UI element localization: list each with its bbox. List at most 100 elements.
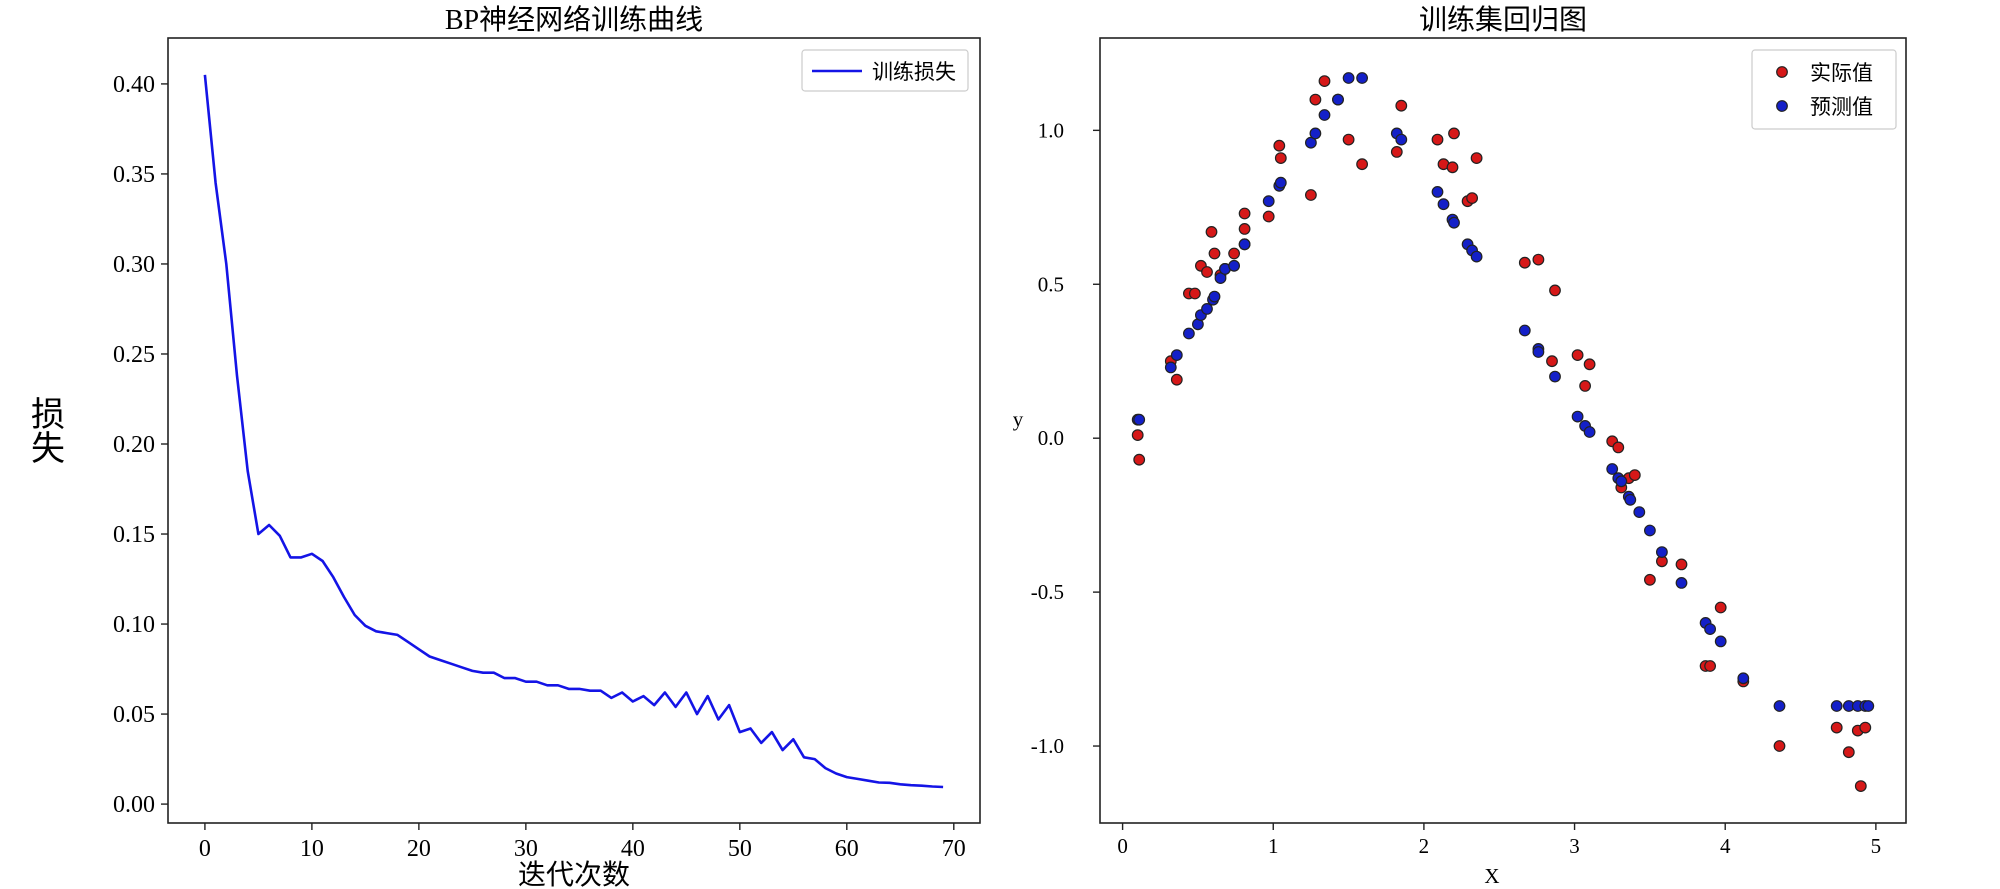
predicted-point: [1228, 259, 1240, 272]
actual-point: [1170, 373, 1183, 386]
actual-point: [1205, 225, 1218, 238]
predicted-point: [1332, 93, 1344, 106]
actual-point: [1854, 780, 1867, 792]
y-tick-label: 0.40: [113, 72, 155, 98]
predicted-point: [1208, 290, 1221, 303]
actual-point: [1628, 469, 1641, 482]
x-tick-label: 2: [1419, 834, 1430, 858]
predicted-point: [1164, 361, 1177, 374]
legend-marker: [1776, 100, 1788, 112]
actual-point: [1643, 573, 1656, 586]
actual-point: [1390, 145, 1403, 158]
predicted-point: [1532, 346, 1545, 358]
x-tick-label: 20: [407, 836, 431, 862]
actual-point: [1714, 601, 1727, 614]
predicted-point: [1201, 303, 1213, 315]
x-tick-label: 10: [300, 836, 324, 862]
legend-label: 实际值: [1810, 61, 1873, 85]
legend-box: [801, 49, 969, 92]
actual-point: [1342, 133, 1355, 146]
actual-point: [1675, 558, 1688, 571]
x-tick-label: 40: [621, 836, 645, 862]
predicted-point: [1304, 136, 1317, 149]
legend: 训练损失: [801, 49, 969, 92]
predicted-point: [1737, 672, 1750, 685]
actual-point: [1395, 99, 1408, 112]
y-tick-label: 0.25: [113, 342, 155, 368]
actual-point: [1188, 287, 1201, 300]
predicted-point: [1518, 324, 1531, 337]
predicted-point: [1655, 546, 1668, 558]
y-tick-label: 0.35: [113, 162, 155, 188]
y-tick-label: 0.00: [113, 792, 155, 818]
y-tick-label: 0.30: [113, 252, 155, 278]
y-tick-label: 0.20: [113, 432, 155, 458]
loss-series-line: [203, 74, 944, 789]
actual-point: [1470, 152, 1483, 165]
actual-point: [1273, 139, 1286, 152]
actual-point: [1579, 380, 1591, 392]
x-tick-label: 60: [835, 836, 859, 862]
loss-plot-frame: [167, 37, 981, 824]
predicted-point: [1704, 623, 1716, 635]
actual-point: [1356, 158, 1368, 171]
predicted-point: [1214, 272, 1227, 285]
predicted-point: [1342, 72, 1355, 84]
predicted-point: [1714, 635, 1727, 648]
predicted-point: [1170, 349, 1183, 362]
y-tick-label: 1.0: [1038, 118, 1064, 142]
x-tick-label: 70: [942, 836, 966, 862]
actual-point: [1309, 93, 1322, 106]
actual-point: [1448, 127, 1460, 140]
predicted-point: [1238, 238, 1251, 251]
predicted-point: [1773, 700, 1786, 712]
predicted-point: [1830, 700, 1843, 712]
loss-chart: 0 10 20 30 40 50 60 70 0.00 0.05 0.10 0.15 0.20 0.25 0…: [26, 4, 981, 889]
actual-point: [1773, 740, 1786, 752]
actual-point: [1133, 453, 1146, 466]
x-tick-label: 0: [199, 836, 211, 862]
actual-point: [1262, 210, 1275, 223]
y-tick-label: 0.0: [1038, 426, 1064, 450]
x-tick-label: 50: [728, 836, 752, 862]
actual-point: [1518, 256, 1531, 269]
predicted-point: [1615, 475, 1628, 488]
predicted-point: [1643, 524, 1656, 537]
regression-plot-frame: [1099, 37, 1907, 824]
actual-point: [1704, 660, 1716, 672]
actual-point: [1446, 161, 1459, 174]
legend-box: [1751, 49, 1897, 130]
x-axis-label: X: [1484, 864, 1499, 888]
actual-point: [1830, 721, 1843, 734]
predicted-point: [1318, 109, 1331, 121]
predicted-point: [1862, 700, 1875, 712]
predicted-point: [1583, 426, 1596, 438]
legend-marker: [1776, 66, 1788, 78]
x-axis-label: 迭代次数: [518, 859, 630, 889]
predicted-point: [1470, 250, 1483, 263]
x-tick-label: 0: [1117, 834, 1128, 858]
actual-point: [1304, 189, 1317, 201]
actual-point: [1532, 253, 1545, 266]
predicted-point: [1309, 127, 1322, 140]
actual-point: [1238, 207, 1251, 220]
predicted-point: [1571, 410, 1584, 423]
actual-point: [1228, 247, 1240, 260]
x-tick-label: 1: [1268, 834, 1279, 858]
predicted-point: [1606, 463, 1619, 475]
actual-point: [1131, 429, 1144, 442]
predicted-point: [1262, 195, 1275, 208]
y-axis-label: 损失: [26, 396, 65, 464]
actual-point: [1201, 266, 1213, 278]
actual-point: [1583, 358, 1596, 371]
predicted-point: [1624, 493, 1637, 506]
actual-point: [1274, 152, 1287, 165]
actual-point: [1208, 247, 1221, 260]
x-tick-label: 30: [514, 836, 538, 862]
actual-point: [1466, 192, 1478, 205]
y-tick-label: -0.5: [1031, 580, 1064, 604]
predicted-point: [1675, 577, 1688, 589]
chart-title: 训练集回归图: [1419, 4, 1587, 36]
actual-point: [1549, 284, 1561, 297]
